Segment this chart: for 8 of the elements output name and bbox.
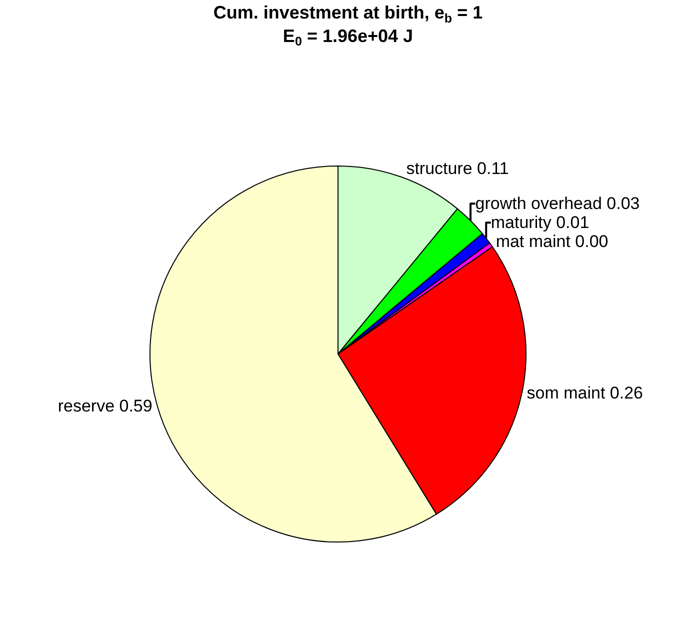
slice-label: maturity 0.01 bbox=[490, 213, 590, 232]
chart-title: Cum. investment at birth, e$_{b}$ = 1 bbox=[213, 2, 483, 26]
slice-label: growth overhead 0.03 bbox=[475, 194, 640, 214]
slice-label: som maint 0.26 bbox=[526, 383, 643, 402]
slice-label: structure 0.11 bbox=[406, 159, 509, 178]
slice-label: reserve 0.59 bbox=[58, 396, 152, 416]
chart-subtitle: E$_{0}$ = 1.96e+04 J bbox=[282, 26, 414, 49]
slice-label: mat maint 0.00 bbox=[496, 232, 608, 252]
